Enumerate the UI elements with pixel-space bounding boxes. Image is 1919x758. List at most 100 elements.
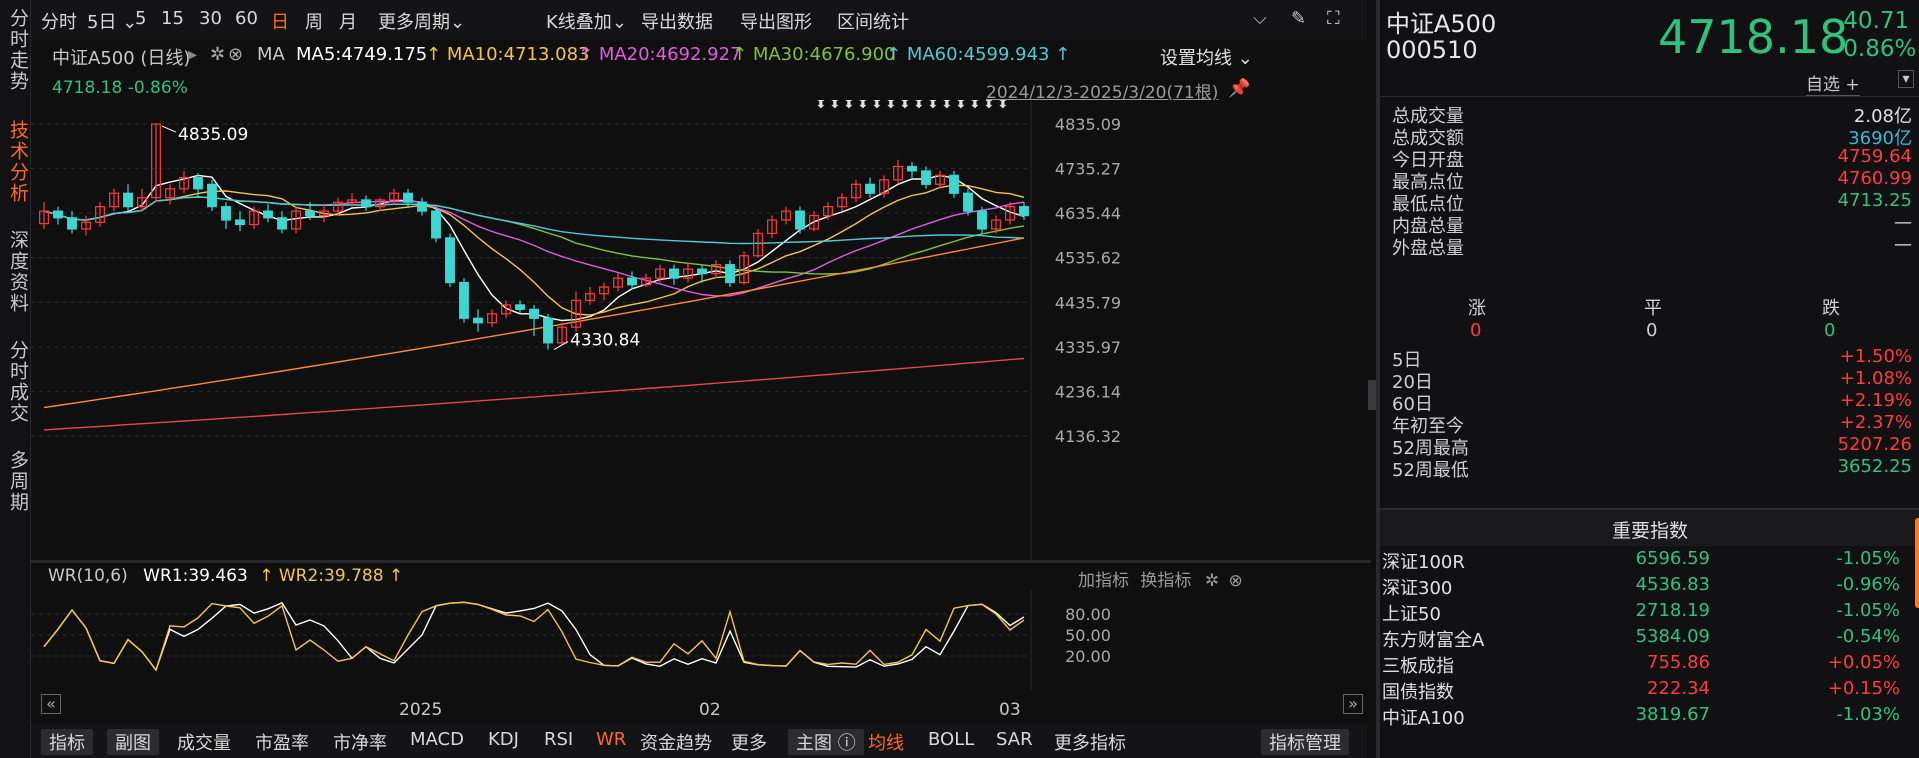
add-indicator-button[interactable]: 加指标 — [1078, 571, 1129, 591]
stat-label: 总成交量 — [1392, 106, 1464, 127]
indicator-manage-button[interactable]: 指标管理 — [1261, 729, 1349, 755]
pb-tab[interactable]: 市净率 — [333, 733, 387, 754]
candle-body — [739, 255, 749, 284]
ma-line — [43, 196, 1025, 245]
up-arrow-icon: ⬍ — [899, 100, 911, 112]
add-watchlist-button[interactable]: 自选 + — [1806, 70, 1860, 96]
tab-monthly[interactable]: 月 — [339, 12, 357, 33]
scroll-right-icon[interactable]: » — [1343, 694, 1363, 714]
index-row[interactable]: 东方财富全A 5384.09 -0.54% — [1380, 626, 1910, 656]
tab-60min[interactable]: 60 — [235, 8, 258, 29]
candle-body — [655, 268, 665, 279]
panel-collapse-handle[interactable] — [1368, 380, 1376, 410]
y-tick-label: 4635.44 — [1055, 204, 1121, 223]
up-arrow-icon: ⬍ — [871, 100, 883, 112]
nav-deep-data[interactable]: 深度资料 — [7, 230, 29, 314]
index-row[interactable]: 三板成指 755.86 +0.05% — [1380, 652, 1910, 682]
watchlist-dropdown-icon[interactable]: ▾ — [1898, 70, 1914, 88]
wr-tick-label: 50.00 — [1065, 626, 1111, 645]
set-ma-dropdown[interactable]: 设置均线 ⌄ — [1160, 48, 1253, 69]
index-row[interactable]: 上证50 2718.19 -1.05% — [1380, 600, 1910, 630]
kline-chart[interactable]: 4835.09 4735.27 4635.44 4535.62 4435.79 4335.… — [31, 100, 1371, 560]
y-tick-label: 4835.09 — [1055, 115, 1121, 134]
divider — [31, 560, 1371, 563]
stat-value: 4759.64 — [1837, 146, 1912, 167]
nav-technical-analysis[interactable]: 技术分析 — [7, 120, 29, 204]
export-chart-button[interactable]: 导出图形 — [740, 12, 812, 33]
scroll-left-icon[interactable]: « — [41, 694, 61, 714]
fullscreen-icon[interactable]: ⛶ — [1327, 8, 1340, 29]
divider — [1380, 96, 1919, 97]
tab-5day[interactable]: 5日 ⌄ — [87, 12, 138, 33]
chevron-down-icon: ⌄ — [122, 12, 138, 33]
candle-body — [697, 268, 707, 275]
nav-multi-period[interactable]: 多周期 — [7, 450, 29, 513]
nav-intraday[interactable]: 分时走势 — [7, 8, 29, 92]
volume-tab[interactable]: 成交量 — [177, 733, 231, 754]
candle-body — [95, 206, 105, 223]
help-icon: ⓘ — [837, 733, 856, 754]
tab-15min[interactable]: 15 — [161, 8, 184, 29]
tab-daily[interactable]: 日 — [271, 12, 289, 33]
sub-chart-tab[interactable]: 副图 — [107, 729, 159, 755]
interval-stats-button[interactable]: 区间统计 — [837, 12, 909, 33]
candle-body — [613, 277, 623, 288]
tab-weekly[interactable]: 周 — [305, 12, 323, 33]
nav-intraday-trades[interactable]: 分时成交 — [7, 340, 29, 424]
candle-body — [165, 188, 175, 199]
more-periods-dropdown[interactable]: 更多周期⌄ — [378, 12, 466, 33]
kline-overlay-dropdown[interactable]: K线叠加⌄ — [546, 12, 627, 33]
close-icon[interactable]: ⊗ — [1228, 571, 1243, 591]
main-chart-tab[interactable]: 主图 ⓘ — [788, 729, 864, 755]
index-row[interactable]: 深证100R 6596.59 -1.05% — [1380, 548, 1910, 578]
up-arrow-icon: ⬍ — [857, 100, 869, 112]
wr-chart[interactable]: 80.00 50.00 20.00 — [31, 590, 1371, 690]
ma60-value: ↑ MA60:4599.943 ↑ — [886, 44, 1071, 65]
pe-tab[interactable]: 市盈率 — [255, 733, 309, 754]
sar-tab[interactable]: SAR — [996, 729, 1033, 750]
price-grid — [31, 100, 1032, 560]
date-range[interactable]: 2024/12/3-2025/3/20(71根) — [986, 83, 1219, 103]
more-indicators-tab[interactable]: 更多指标 — [1054, 733, 1126, 754]
switch-indicator-button[interactable]: 换指标 — [1140, 571, 1192, 591]
candle-body — [347, 199, 357, 203]
kdj-tab[interactable]: KDJ — [488, 729, 519, 750]
candle-body — [151, 123, 161, 199]
index-row[interactable]: 国债指数 222.34 +0.15% — [1380, 678, 1910, 708]
high-annotation: 4835.09 — [178, 125, 248, 145]
candle-body — [403, 192, 413, 203]
stat-value: — — [1894, 212, 1912, 233]
more-tab[interactable]: 更多 — [731, 733, 767, 754]
close-icon[interactable]: ⊗ — [228, 44, 244, 65]
stat-value: 3652.25 — [1837, 456, 1912, 477]
export-data-button[interactable]: 导出数据 — [641, 12, 713, 33]
chart-title: 中证A500 (日线) — [52, 48, 191, 69]
gear-icon[interactable]: ✲ — [1204, 571, 1220, 591]
boll-tab[interactable]: BOLL — [928, 729, 975, 750]
index-row[interactable]: 深证300 4536.83 -0.96% — [1380, 574, 1910, 604]
macd-tab[interactable]: MACD — [410, 729, 464, 750]
candle-body — [921, 170, 931, 185]
up-flat-down: 涨 平 跌 0 0 0 — [1380, 286, 1919, 346]
rsi-tab[interactable]: RSI — [544, 729, 574, 750]
pin-icon[interactable]: 📌 — [1228, 78, 1251, 99]
wr-tick-label: 20.00 — [1065, 647, 1111, 666]
stat-row: 年初至今 +2.37% — [1392, 412, 1912, 438]
candle-body — [641, 277, 651, 286]
flat-label: 平 — [1644, 298, 1662, 319]
gear-icon[interactable]: ✲ — [210, 44, 226, 65]
tab-intraday[interactable]: 分时 — [41, 12, 77, 33]
draw-pen-icon[interactable]: ✎ — [1291, 8, 1307, 29]
candle-body — [39, 210, 49, 225]
indicator-tab[interactable]: 指标 — [41, 729, 93, 755]
candle-body — [767, 219, 777, 235]
fund-trend-tab[interactable]: 资金趋势 — [640, 733, 712, 754]
ma-tab[interactable]: 均线 — [868, 733, 904, 754]
tab-5min[interactable]: 5 — [135, 8, 147, 29]
wr-line — [43, 601, 1025, 672]
circle-chevron-icon[interactable]: ⌵ — [1253, 8, 1267, 29]
tab-30min[interactable]: 30 — [199, 8, 222, 29]
index-row[interactable]: 中证A100 3819.67 -1.03% — [1380, 704, 1910, 734]
scrollbar[interactable] — [1915, 518, 1919, 608]
wr-tab[interactable]: WR — [596, 729, 627, 750]
